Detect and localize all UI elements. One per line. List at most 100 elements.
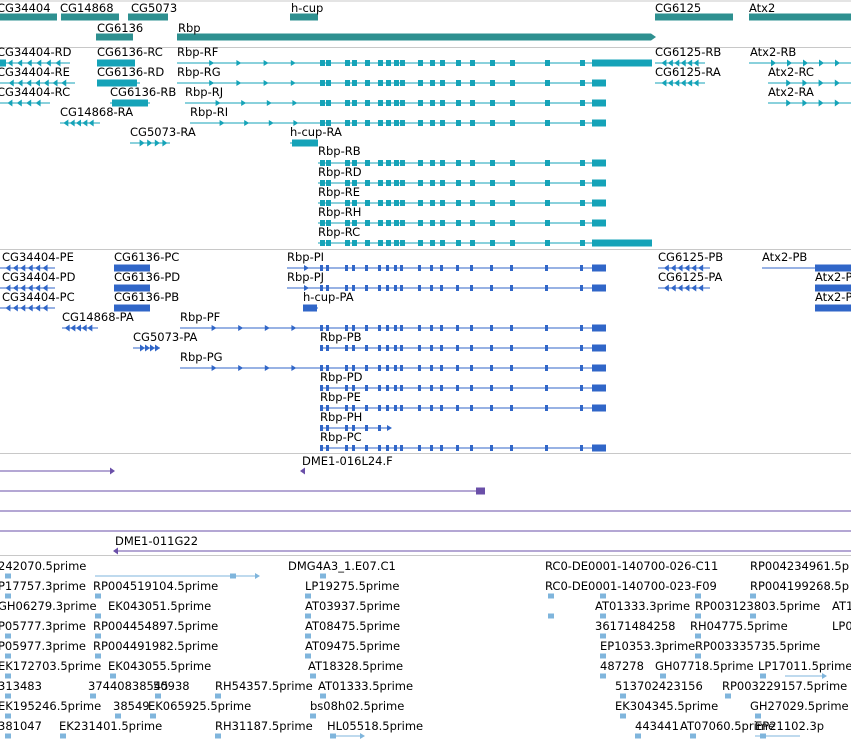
feature-label[interactable]: RH31187.5prime xyxy=(215,719,313,733)
feature-label[interactable]: CG34404-PC xyxy=(2,290,75,304)
feature-label[interactable]: Rbp-PD xyxy=(320,370,363,384)
feature-label[interactable]: CG6136-PB xyxy=(114,290,180,304)
feature-label[interactable]: RH04775.5prime xyxy=(690,619,788,633)
feature-label[interactable]: Rbp-RB xyxy=(318,144,361,158)
feature-label[interactable]: Rbp xyxy=(178,21,201,35)
feature-label[interactable]: Atx2-RA xyxy=(768,85,814,99)
feature-label[interactable]: RP004454897.5prime xyxy=(93,619,219,633)
feature-label[interactable]: EK231401.5prime xyxy=(59,719,163,733)
feature-label[interactable]: GH27029.5prime xyxy=(750,699,849,713)
feature-label[interactable]: 37440838545 xyxy=(88,679,169,693)
feature-label[interactable]: CG14868-PA xyxy=(62,310,134,324)
feature-label[interactable]: Atx2-P xyxy=(815,270,851,284)
feature-label[interactable]: CG34404-RD xyxy=(0,45,72,59)
feature-label[interactable]: EK172703.5prime xyxy=(0,659,102,673)
feature-label[interactable]: CG6125-RA xyxy=(655,65,721,79)
feature-label[interactable]: AT1 xyxy=(832,599,851,613)
feature-label[interactable]: DMG4A3_1.E07.C1 xyxy=(288,559,396,573)
feature-label[interactable]: Rbp-RG xyxy=(177,65,221,79)
feature-label[interactable]: AT07060.5prime xyxy=(680,719,776,733)
feature-label[interactable]: h-cup-PA xyxy=(303,290,354,304)
feature-label[interactable]: Rbp-PJ xyxy=(287,270,325,284)
feature-label[interactable]: RH54357.5prime xyxy=(215,679,313,693)
feature-label[interactable]: EK195246.5prime xyxy=(0,699,102,713)
feature-label[interactable]: CG14868 xyxy=(60,1,114,15)
feature-label[interactable]: Rbp-RH xyxy=(318,205,362,219)
feature-label[interactable]: 50938 xyxy=(153,679,190,693)
feature-label[interactable]: CG6136-RC xyxy=(97,45,163,59)
feature-label[interactable]: CG34404-PE xyxy=(2,250,74,264)
feature-label[interactable]: Rbp-PB xyxy=(320,330,362,344)
feature-label[interactable]: Rbp-RC xyxy=(318,225,361,239)
feature-label[interactable]: RP003335735.5prime xyxy=(695,639,821,653)
feature-label[interactable]: EK065925.5prime xyxy=(148,699,252,713)
feature-label[interactable]: DME1-011G22 xyxy=(115,534,199,548)
feature-label[interactable]: AT09475.5prime xyxy=(305,639,401,653)
feature-label[interactable]: CG6136 xyxy=(97,21,144,35)
feature-label[interactable]: RC0-DE0001-140700-023-F09 xyxy=(545,579,717,593)
feature-label[interactable]: EP10353.3prime xyxy=(600,639,696,653)
feature-label[interactable]: RP004199268.5p xyxy=(750,579,850,593)
feature-label[interactable]: LP0 xyxy=(832,619,851,633)
feature-label[interactable]: CG5073-PA xyxy=(133,330,198,344)
feature-label[interactable]: CG6136-RB xyxy=(110,85,177,99)
feature-label[interactable]: RP004519104.5prime xyxy=(93,579,219,593)
feature-label[interactable]: EK043051.5prime xyxy=(108,599,212,613)
feature-label[interactable]: AT01333.3prime xyxy=(595,599,691,613)
feature-label[interactable]: RP003229157.5prime xyxy=(722,679,848,693)
feature-label[interactable]: LP19275.5prime xyxy=(305,579,400,593)
feature-label[interactable]: 381047 xyxy=(0,719,42,733)
feature-label[interactable]: LP17011.5prime xyxy=(758,659,851,673)
feature-label[interactable]: Atx2 xyxy=(749,1,776,15)
feature-label[interactable]: CG6136-PC xyxy=(114,250,180,264)
feature-label[interactable]: GH06279.3prime xyxy=(0,599,97,613)
feature-label[interactable]: 313483 xyxy=(0,679,42,693)
feature-label[interactable]: CG5073 xyxy=(131,1,178,15)
feature-label[interactable]: Rbp-RD xyxy=(318,165,362,179)
feature-label[interactable]: CG34404-PD xyxy=(2,270,76,284)
feature-label[interactable]: Rbp-RJ xyxy=(185,85,224,99)
feature-label[interactable]: CG34404 xyxy=(0,1,51,15)
feature-label[interactable]: AT03937.5prime xyxy=(305,599,401,613)
feature-label[interactable]: CG6125 xyxy=(655,1,702,15)
feature-label[interactable]: Rbp-RE xyxy=(318,185,360,199)
feature-label[interactable]: h-cup xyxy=(291,1,324,15)
feature-label[interactable]: Atx2-RC xyxy=(768,65,814,79)
feature-label[interactable]: CG6125-RB xyxy=(655,45,722,59)
feature-label[interactable]: 242070.5prime xyxy=(0,559,87,573)
feature-label[interactable]: RP004234961.5p xyxy=(750,559,850,573)
feature-label[interactable]: EP21102.3p xyxy=(755,719,825,733)
feature-label[interactable]: Rbp-PG xyxy=(180,350,223,364)
feature-label[interactable]: Rbp-PF xyxy=(180,310,221,324)
feature-label[interactable]: bs08h02.5prime xyxy=(310,699,405,713)
feature-label[interactable]: h-cup-RA xyxy=(290,125,342,139)
feature-label[interactable]: P05977.3prime xyxy=(0,639,86,653)
feature-label[interactable]: 513702423156 xyxy=(615,679,703,693)
feature-label[interactable]: Rbp-RI xyxy=(190,105,229,119)
feature-label[interactable]: Atx2-RB xyxy=(750,45,797,59)
feature-label[interactable]: Rbp-PI xyxy=(287,250,325,264)
feature-label[interactable]: Rbp-RF xyxy=(177,45,219,59)
feature-label[interactable]: RP003123803.5prime xyxy=(695,599,821,613)
feature-label[interactable]: CG5073-RA xyxy=(130,125,196,139)
feature-label[interactable]: AT18328.5prime xyxy=(308,659,404,673)
feature-label[interactable]: Rbp-PE xyxy=(320,390,361,404)
feature-label[interactable]: AT08475.5prime xyxy=(305,619,401,633)
feature-label[interactable]: CG6125-PB xyxy=(658,250,724,264)
feature-label[interactable]: EK043055.5prime xyxy=(108,659,212,673)
feature-label[interactable]: EK304345.5prime xyxy=(615,699,719,713)
feature-label[interactable]: CG34404-RE xyxy=(0,65,70,79)
feature-label[interactable]: HL05518.5prime xyxy=(327,719,424,733)
feature-label[interactable]: DME1-016L24.F xyxy=(302,454,393,468)
feature-label[interactable]: RC0-DE0001-140700-026-C11 xyxy=(545,559,719,573)
feature-label[interactable]: CG34404-RC xyxy=(0,85,71,99)
feature-label[interactable]: 38549 xyxy=(113,699,150,713)
feature-label[interactable]: Atx2-P xyxy=(815,290,851,304)
feature-label[interactable]: CG6136-PD xyxy=(114,270,181,284)
feature-label[interactable]: 443441 xyxy=(635,719,679,733)
feature-label[interactable]: CG6136-RD xyxy=(97,65,165,79)
feature-label[interactable]: CG6125-PA xyxy=(658,270,723,284)
feature-label[interactable]: AT01333.5prime xyxy=(318,679,414,693)
feature-label[interactable]: GH07718.5prime xyxy=(655,659,754,673)
feature-label[interactable]: P05777.3prime xyxy=(0,619,86,633)
